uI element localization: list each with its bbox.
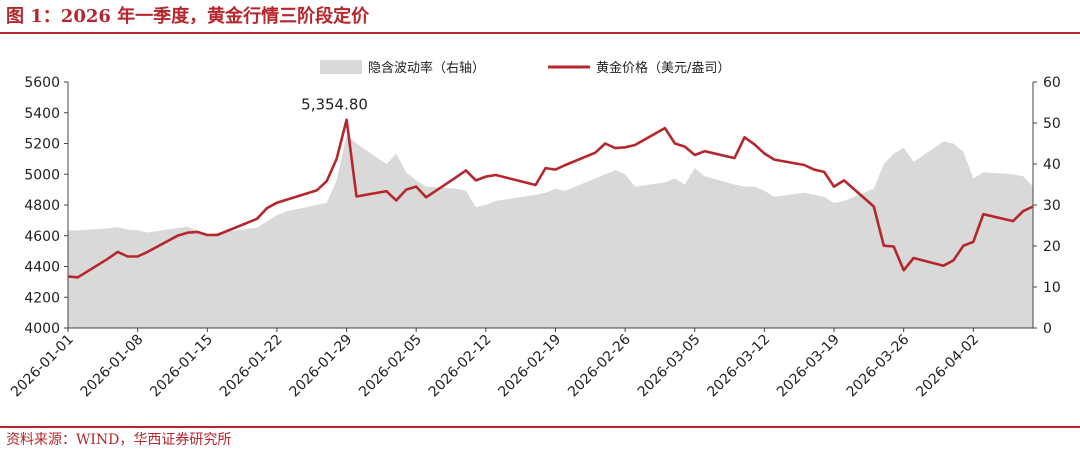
y-left-tick-label: 5600 (24, 75, 60, 91)
axes (64, 81, 1037, 332)
volatility-area (68, 135, 1033, 328)
x-tick-label: 2026-01-22 (217, 332, 286, 401)
y-left-tick-label: 5400 (24, 106, 60, 122)
y-right-tick-label: 60 (1043, 75, 1061, 91)
y-left-tick-label: 5200 (24, 137, 60, 153)
y-right-tick-label: 50 (1043, 116, 1061, 132)
x-tick-label: 2026-04-02 (913, 332, 982, 401)
y-left-tick-label: 4200 (24, 290, 60, 306)
y-left-tick-label: 4400 (24, 260, 60, 276)
figure-title: 图 1：2026 年一季度，黄金行情三阶段定价 (6, 6, 370, 27)
x-tick-label: 2026-01-29 (287, 332, 356, 401)
y-left-tick-label: 5000 (24, 167, 60, 183)
y-right-tick-label: 30 (1043, 198, 1061, 214)
x-tick-label: 2026-01-01 (8, 332, 77, 401)
y-right-tick-label: 40 (1043, 157, 1061, 173)
legend-volatility-swatch (320, 60, 362, 74)
y-right-tick-label: 0 (1043, 321, 1052, 337)
x-tick-label: 2026-03-19 (774, 332, 843, 401)
x-tick-label: 2026-02-19 (495, 332, 564, 401)
source-note: 资料来源：WIND，华西证券研究所 (6, 432, 232, 448)
x-tick-label: 2026-03-26 (844, 331, 913, 400)
peak-price-annotation: 5,354.80 (301, 96, 368, 114)
y-left-tick-label: 4000 (24, 321, 60, 337)
x-tick-label: 2026-02-05 (356, 332, 425, 401)
y-right-tick-label: 20 (1043, 239, 1061, 255)
title-rule (0, 32, 1080, 34)
legend-price-label: 黄金价格（美元/盎司） (596, 60, 730, 76)
x-tick-label: 2026-01-15 (147, 332, 216, 401)
y-left-tick-label: 4600 (24, 229, 60, 245)
x-tick-label: 2026-03-05 (635, 332, 704, 401)
volatility-area-layer (68, 135, 1033, 328)
x-tick-label: 2026-02-12 (426, 332, 495, 401)
legend: 隐含波动率（右轴） 黄金价格（美元/盎司） (320, 60, 730, 76)
y-left-tick-label: 4800 (24, 198, 60, 214)
price-line-layer (67, 118, 1034, 279)
x-tick-label: 2026-03-12 (704, 332, 773, 401)
chart: 隐含波动率（右轴） 黄金价格（美元/盎司） 4000 4200 4400 4600 48… (8, 60, 1061, 401)
y-right-tick-label: 10 (1043, 280, 1061, 296)
footer-rule (0, 426, 1080, 428)
x-tick-label: 2026-02-26 (565, 331, 634, 400)
x-tick-label: 2026-01-08 (78, 332, 147, 401)
gold-price-line (67, 118, 1034, 279)
legend-volatility-label: 隐含波动率（右轴） (368, 60, 485, 76)
